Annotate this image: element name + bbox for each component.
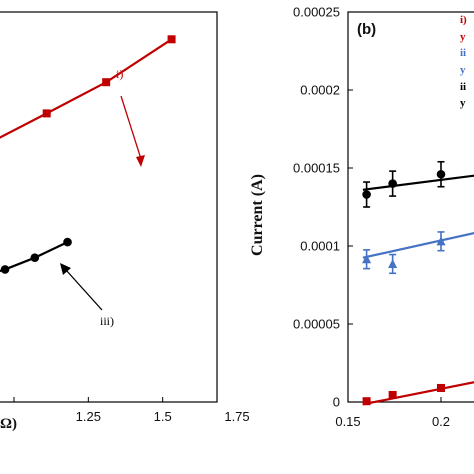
panel-b-y-tick-label: 0.00015 [293,161,340,176]
panel-b-data-point [362,190,371,199]
panel-b-data-point [362,397,371,406]
panel-a-annotation-i: i) [116,67,123,81]
panel-b-data-point [436,236,446,246]
panel-a-series-line [0,241,68,273]
panel-b-legend: i) y ii y ii y [460,14,467,109]
panel-b-series [362,160,474,406]
panel-b-y-tick-label: 0.00005 [293,317,340,332]
panel-b-legend-entry: i) [460,14,467,26]
panel-a-data-point [63,237,72,247]
panel-a-arrowhead-iii [60,263,71,275]
panel-b-fit-line [362,232,474,259]
panel-b-fit-line [362,174,474,191]
panel-b-x-tick-label: 0.15 [335,414,360,429]
panel-b-y-axis-label: Current (A) [249,174,266,256]
panel-a-arrowhead-i [136,155,145,167]
panel-b-frame [347,11,474,403]
panel-b-legend-entry: ii [460,81,466,93]
panel-a-data-point [102,78,111,87]
panel-b-fit-line [362,381,474,406]
panel-b-legend-entry: y [460,31,466,43]
panel-b-y-tick-label: 0 [333,395,340,410]
panel-b-y-tick-label: 0.0002 [300,83,340,98]
panel-b-x-tick-label: 0.2 [432,414,450,429]
panel-b-label: (b) [357,21,376,38]
panel-b-data-point [362,254,372,264]
panel-b-data-point [388,179,397,188]
panel-b-data-point [388,258,398,268]
panel-a-x-axis-label: Ω) [0,416,17,432]
panel-a-series [0,35,176,274]
panel-b-y-tick-label: 0.0001 [300,239,340,254]
panel-a-x-ticks: 0.751.251.51.75 [13,397,250,424]
panel-a-data-point [0,265,10,274]
panel-a-data-point [42,109,51,118]
panel-b-legend-entry: y [460,97,466,109]
panel-a-annotation-iii: iii) [100,314,114,328]
panel-a-frame [0,11,218,403]
panel-b-data-point [388,390,397,399]
panel-a-arrow-iii [65,269,103,311]
panel-b-legend-entry: y [460,64,466,76]
panel-b-ticks: 0 0.00005 0.0001 0.00015 0.0002 0.00025 0.15 0.… [293,5,450,430]
panel-a-data-point [30,253,40,262]
panel-a-x-tick-label: 1.25 [76,409,101,424]
panel-b-data-point [436,169,446,179]
panel-b-y-tick-label: 0.00025 [293,5,340,20]
panel-a-series-line [0,38,173,139]
panel-a-data-point [167,35,176,44]
panel-a-x-tick-label: 1.75 [224,409,249,424]
panel-b-legend-entry: ii [460,47,466,59]
panel-a-arrow-i [120,95,142,160]
panel-b-data-point [437,383,445,392]
panel-a-x-tick-label: 1.5 [154,409,172,424]
